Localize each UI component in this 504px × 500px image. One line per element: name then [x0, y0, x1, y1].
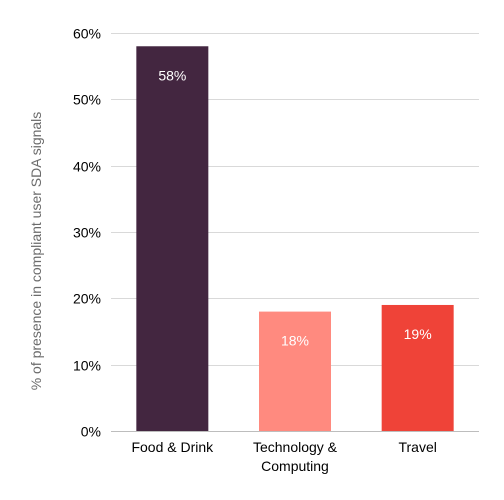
y-tick-label: 60%	[73, 26, 101, 42]
x-category-label-line: Travel	[398, 439, 436, 455]
bar	[381, 304, 454, 431]
x-category-label: Food & Drink	[131, 439, 214, 455]
bar	[259, 311, 331, 431]
y-tick-labels: 0% 10% 20% 30% 40% 50% 60%	[73, 26, 101, 440]
x-category-label-line: Technology &	[253, 439, 338, 455]
bar-value-label: 58%	[158, 67, 186, 83]
bars: 58% 18% 19%	[136, 46, 454, 432]
x-category-label: Travel	[398, 439, 436, 455]
y-tick-label: 50%	[73, 92, 101, 108]
y-tick-label: 30%	[73, 225, 101, 241]
y-tick-label: 0%	[81, 424, 101, 440]
bar	[136, 46, 209, 432]
bar-value-label: 19%	[404, 326, 432, 342]
y-tick-label: 10%	[73, 358, 101, 374]
bar-value-label: 18%	[281, 333, 309, 349]
x-category-label-line: Food & Drink	[131, 439, 214, 455]
y-axis-title: % of presence in compliant user SDA sign…	[28, 112, 44, 391]
y-tick-label: 20%	[73, 291, 101, 307]
x-category-label: Technology & Computing	[253, 439, 338, 474]
x-category-label-line: Computing	[261, 458, 329, 474]
y-tick-label: 40%	[73, 159, 101, 175]
x-category-labels: Food & Drink Technology & Computing Travel	[131, 439, 436, 474]
